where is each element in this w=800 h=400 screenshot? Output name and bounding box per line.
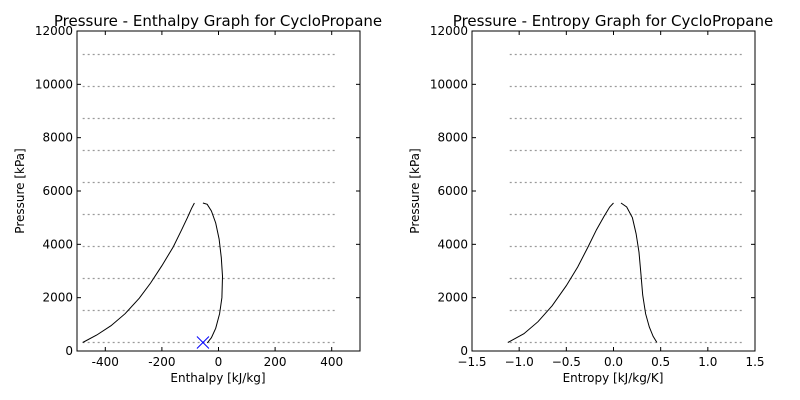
y-tick-label: 12000 [430, 24, 468, 38]
x-tick-label: −1.0 [505, 355, 534, 369]
pressure-enthalpy-chart: Pressure - Enthalpy Graph for CycloPropa… [13, 12, 382, 385]
marker-stroke [196, 336, 210, 349]
y-tick-label: 8000 [42, 131, 73, 145]
y-tick-label: 0 [65, 344, 73, 358]
y-tick-label: 12000 [35, 24, 73, 38]
x-tick-label: 1.0 [698, 355, 717, 369]
saturated-vapor-line [620, 202, 658, 343]
chart-title: Pressure - Enthalpy Graph for CycloPropa… [54, 12, 382, 30]
y-axis-label: Pressure [kPa] [408, 148, 422, 233]
x-tick-label: 200 [264, 355, 287, 369]
chart-title: Pressure - Entropy Graph for CycloPropan… [453, 12, 773, 30]
y-axis-label: Pressure [kPa] [13, 148, 27, 233]
x-axis-label: Enthalpy [kJ/kg] [170, 371, 265, 385]
y-tick-label: 4000 [42, 237, 73, 251]
y-tick-label: 8000 [437, 131, 468, 145]
plot-frame [76, 30, 361, 352]
saturated-liquid-line [82, 202, 195, 343]
y-tick-label: 4000 [437, 237, 468, 251]
saturated-liquid-line [507, 202, 614, 343]
y-tick-label: 6000 [437, 184, 468, 198]
y-tick-label: 2000 [437, 291, 468, 305]
y-tick-label: 10000 [35, 77, 73, 91]
y-tick-label: 6000 [42, 184, 73, 198]
x-tick-label: 0.5 [651, 355, 670, 369]
x-tick-label: -200 [148, 355, 175, 369]
x-tick-label: 0 [215, 355, 223, 369]
pressure-entropy-chart: Pressure - Entropy Graph for CycloPropan… [408, 12, 773, 385]
plot-frame [471, 30, 756, 352]
x-tick-label: -400 [92, 355, 119, 369]
x-tick-label: −1.5 [457, 355, 486, 369]
saturated-vapor-line [202, 202, 224, 344]
y-tick-label: 2000 [42, 291, 73, 305]
x-tick-label: −0.5 [552, 355, 581, 369]
x-tick-label: 0.0 [604, 355, 623, 369]
x-tick-label: 400 [320, 355, 343, 369]
x-tick-label: 1.5 [745, 355, 764, 369]
state-point-marker [196, 336, 210, 349]
y-tick-label: 0 [460, 344, 468, 358]
y-tick-label: 10000 [430, 77, 468, 91]
x-axis-label: Entropy [kJ/kg/K] [563, 371, 664, 385]
